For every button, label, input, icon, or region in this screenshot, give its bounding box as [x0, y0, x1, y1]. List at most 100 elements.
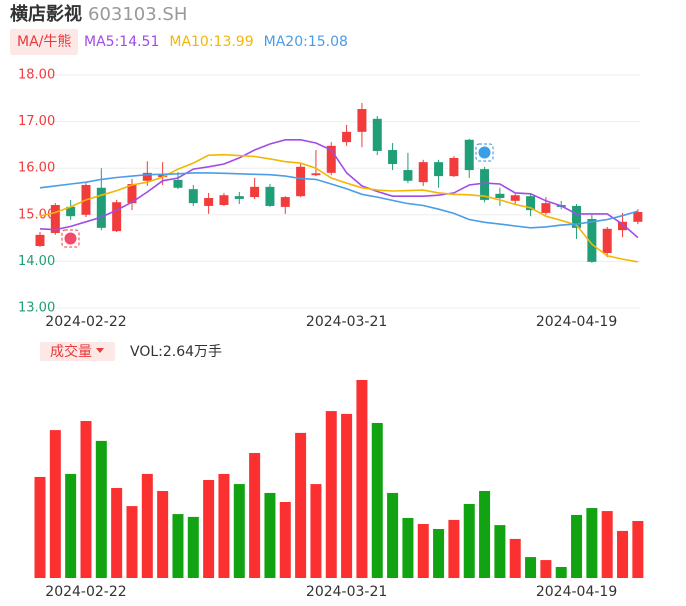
volume-bar	[540, 560, 552, 578]
volume-bar	[341, 413, 353, 578]
volume-bar	[571, 514, 583, 578]
volume-bar	[187, 516, 199, 578]
x-tick-label: 2024-04-19	[536, 314, 617, 330]
candle-body	[495, 193, 505, 199]
volume-bar	[34, 476, 46, 578]
ma-tab-bg[interactable]	[10, 29, 78, 55]
candle-body	[296, 166, 306, 197]
volume-title: VOL:2.64万手	[130, 344, 222, 360]
volume-bar	[141, 473, 153, 578]
candle-body	[204, 198, 214, 206]
volume-bar	[218, 473, 230, 578]
volume-bar	[249, 452, 261, 578]
stock-name: 横店影视	[10, 3, 82, 25]
volume-bar	[387, 492, 399, 578]
volume-bar	[356, 380, 368, 578]
candle-body	[372, 118, 382, 151]
volume-bar	[279, 501, 291, 578]
volume-bar	[632, 520, 644, 578]
candle-body	[342, 131, 352, 143]
candle-body	[96, 187, 106, 228]
volume-bar	[111, 487, 123, 578]
volume-bar	[586, 508, 598, 578]
volume-bar	[601, 511, 613, 578]
candle-body	[66, 206, 76, 217]
volume-tab[interactable]: 成交量	[50, 343, 92, 360]
candle-body	[250, 186, 260, 198]
candle-body	[357, 109, 367, 132]
candle-body	[112, 202, 122, 232]
candle-body	[618, 221, 628, 231]
candle-body	[234, 196, 244, 199]
candle-body	[572, 205, 582, 228]
volume-bar	[417, 524, 429, 578]
volume-bar	[172, 514, 184, 578]
y-tick-label: 17.00	[18, 114, 55, 129]
candle-body	[158, 174, 168, 178]
ma-line	[39, 172, 639, 229]
candle-body	[418, 162, 428, 183]
volume-bar	[325, 411, 337, 578]
candle-body	[188, 189, 198, 204]
bull-marker	[61, 229, 80, 248]
candle-body	[587, 218, 597, 262]
volume-bar	[371, 422, 383, 578]
legend-entry: MA5:14.51	[84, 34, 159, 50]
y-tick-label: 16.00	[18, 161, 55, 176]
ma-line	[39, 153, 639, 263]
volume-bar	[157, 490, 169, 578]
legend-entry: MA20:15.08	[264, 34, 348, 50]
volume-bar	[80, 421, 92, 578]
x-tick-label: 2024-04-19	[536, 584, 617, 600]
volume-bar	[295, 432, 307, 578]
candle-body	[280, 197, 290, 207]
volume-bar	[402, 517, 414, 578]
candle-body	[541, 203, 551, 213]
x-tick-label: 2024-02-22	[45, 314, 126, 330]
candle-body	[265, 186, 275, 206]
x-tick-label: 2024-03-21	[306, 584, 387, 600]
stock-code: 603103.SH	[88, 4, 187, 25]
candle-body	[526, 196, 536, 211]
candle-body	[35, 234, 45, 247]
ma-line	[39, 139, 639, 239]
volume-bar	[463, 503, 475, 578]
candle-body	[480, 169, 490, 200]
volume-bar	[310, 484, 322, 578]
candle-body	[127, 184, 137, 204]
y-tick-label: 18.00	[18, 68, 55, 83]
volume-tab-bg[interactable]	[40, 342, 115, 361]
volume-bar	[65, 473, 77, 578]
legend-entry: MA10:13.99	[169, 34, 253, 50]
volume-bar	[49, 430, 61, 578]
candle-body	[326, 145, 336, 173]
volume-bar	[233, 484, 245, 578]
candle-body	[434, 162, 444, 177]
candle-body	[388, 150, 398, 165]
x-tick-label: 2024-02-22	[45, 584, 126, 600]
volume-bar	[433, 528, 445, 578]
volume-bar	[448, 519, 460, 578]
candle-body	[510, 195, 520, 201]
volume-bar	[617, 530, 629, 578]
volume-bar	[494, 525, 506, 578]
volume-bar	[203, 479, 215, 578]
candle-body	[633, 212, 643, 222]
candle-body	[403, 170, 413, 181]
y-tick-label: 15.00	[18, 207, 55, 222]
bear-marker	[475, 143, 494, 162]
ma-tab[interactable]: MA/牛熊	[17, 34, 71, 50]
volume-bar	[264, 492, 276, 578]
volume-bar	[126, 506, 138, 578]
x-tick-label: 2024-03-21	[306, 314, 387, 330]
volume-bar	[525, 557, 537, 578]
dropdown-arrow[interactable]	[96, 348, 104, 353]
candle-body	[311, 173, 321, 176]
candle-body	[142, 172, 152, 181]
volume-bar	[509, 538, 521, 578]
candle-body	[173, 179, 183, 188]
candle-body	[50, 205, 60, 233]
candle-body	[219, 195, 229, 206]
y-tick-label: 13.00	[18, 301, 55, 316]
